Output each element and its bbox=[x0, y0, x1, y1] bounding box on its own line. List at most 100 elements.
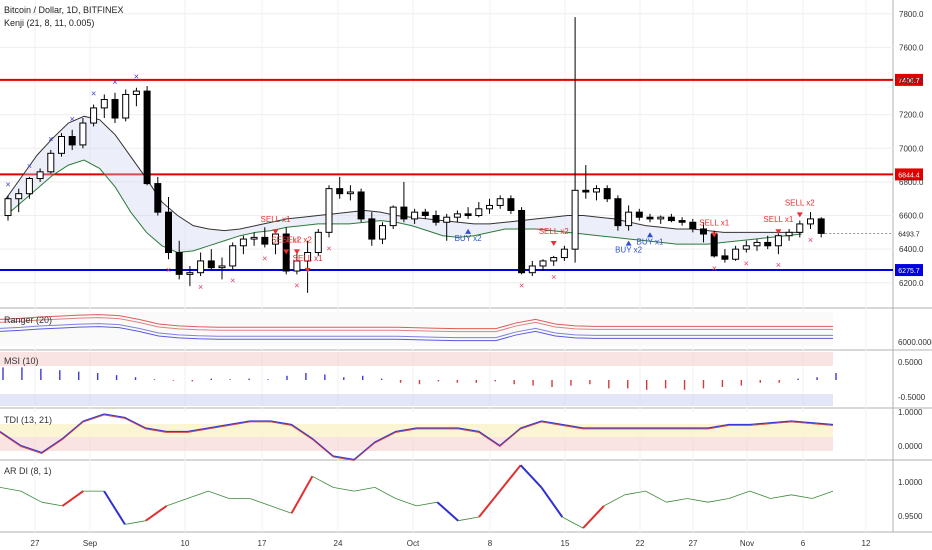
candle-body bbox=[582, 189, 590, 193]
x-marker: × bbox=[134, 72, 139, 82]
sell-arrow bbox=[304, 267, 311, 273]
x-marker: × bbox=[112, 77, 117, 87]
candle-body bbox=[304, 252, 312, 262]
candle-body bbox=[197, 260, 205, 274]
y-tick-label: 6200.0 bbox=[899, 279, 924, 288]
candle-body bbox=[336, 188, 344, 195]
candle-body bbox=[47, 152, 55, 173]
ardi-segment bbox=[707, 498, 729, 503]
candle-body bbox=[603, 188, 611, 200]
ardi-segment bbox=[290, 475, 314, 514]
ardi-segment bbox=[270, 505, 292, 514]
x-marker: × bbox=[70, 114, 75, 124]
candle-body bbox=[389, 206, 397, 227]
ardi-segment bbox=[41, 501, 63, 507]
candle-body bbox=[314, 231, 322, 254]
candle-body bbox=[486, 204, 493, 210]
candle-body bbox=[218, 265, 226, 269]
candle-body bbox=[79, 122, 87, 146]
candle-body bbox=[443, 216, 451, 223]
x-tick-label: Oct bbox=[407, 539, 420, 548]
x-tick-label: 12 bbox=[862, 539, 871, 548]
ranger-line bbox=[0, 317, 833, 333]
ardi-segment bbox=[20, 490, 42, 503]
candle-body bbox=[625, 211, 633, 227]
ardi-segment bbox=[540, 486, 564, 518]
x-marker: × bbox=[326, 243, 331, 253]
candle-body bbox=[593, 188, 600, 193]
candle-body bbox=[411, 211, 419, 220]
candle-body bbox=[774, 235, 782, 247]
ardi-segment bbox=[145, 505, 168, 522]
ardi-segment bbox=[333, 487, 355, 492]
x-marker: × bbox=[551, 272, 556, 282]
x-marker: × bbox=[262, 253, 267, 263]
ardi-segment bbox=[603, 494, 625, 507]
band-fill bbox=[6, 116, 802, 253]
ranger-line bbox=[0, 326, 833, 342]
last-price-label: 6493.7 bbox=[898, 231, 920, 238]
candle-body bbox=[90, 107, 98, 124]
ardi-segment bbox=[770, 494, 792, 499]
signal-label: SELL x2 bbox=[271, 235, 301, 244]
candle-body bbox=[100, 99, 108, 109]
candle-body bbox=[464, 213, 472, 217]
candle-body bbox=[4, 198, 12, 217]
signal-label: BUY x1 bbox=[637, 237, 665, 246]
tdi-pane-label: TDI (13, 21) bbox=[4, 415, 52, 425]
candle-body bbox=[785, 231, 793, 237]
msi-oversold-zone bbox=[0, 394, 833, 406]
candle-body bbox=[614, 198, 622, 227]
ardi-segment bbox=[749, 490, 771, 499]
msi-overbought-zone bbox=[0, 352, 833, 366]
level-label: 6844.4 bbox=[898, 172, 920, 179]
candle-body bbox=[261, 236, 269, 245]
candle-body bbox=[496, 198, 504, 206]
x-marker: × bbox=[712, 264, 717, 274]
candle-body bbox=[635, 211, 643, 218]
candle-body bbox=[518, 209, 526, 274]
candle-body bbox=[528, 265, 536, 274]
candle-body bbox=[753, 241, 761, 247]
indicator-panes bbox=[0, 312, 837, 529]
signal-label: SELL x1 bbox=[699, 219, 729, 228]
candle-body bbox=[325, 188, 333, 233]
level-label-bg bbox=[895, 73, 923, 86]
msi-pane-tick-top: 0.5000 bbox=[898, 358, 923, 367]
tdi-line bbox=[0, 413, 834, 461]
ardi-segment bbox=[124, 520, 146, 525]
candle-body bbox=[507, 198, 515, 211]
x-marker: × bbox=[166, 265, 171, 275]
ranger-line bbox=[0, 314, 833, 330]
candle-body bbox=[700, 228, 707, 235]
candle-body bbox=[657, 216, 665, 220]
msi-pane-tick-bottom: -0.5000 bbox=[898, 393, 926, 402]
ardi-segment bbox=[61, 490, 84, 507]
x-tick-label: 24 bbox=[334, 539, 343, 548]
candlestick-series[interactable] bbox=[4, 17, 825, 293]
ardi-segment bbox=[0, 487, 21, 492]
candle-body bbox=[293, 260, 301, 272]
candle-body bbox=[25, 178, 33, 195]
candle-body bbox=[68, 136, 76, 146]
candle-body bbox=[742, 245, 750, 250]
ardi-segment bbox=[687, 498, 709, 503]
signal-label: SELL x2 bbox=[539, 227, 569, 236]
candle-body bbox=[122, 93, 130, 119]
signal-label: SELL x1 bbox=[261, 215, 291, 224]
ranger-pane-tick: 6000.0000 bbox=[898, 338, 932, 347]
x-tick-label: 10 bbox=[181, 539, 190, 548]
candle-body bbox=[154, 183, 162, 213]
ardi-segment bbox=[499, 464, 522, 492]
candle-body bbox=[368, 218, 376, 240]
ardi-segment bbox=[812, 490, 834, 499]
signal-label: SELL x1 bbox=[763, 215, 793, 224]
ardi-segment bbox=[519, 464, 543, 489]
sell-arrow bbox=[283, 249, 290, 255]
sell-arrow bbox=[272, 229, 279, 235]
x-tick-label: Nov bbox=[740, 539, 754, 548]
tdi-low-zone bbox=[0, 437, 833, 451]
x-tick-label: 17 bbox=[258, 539, 267, 548]
